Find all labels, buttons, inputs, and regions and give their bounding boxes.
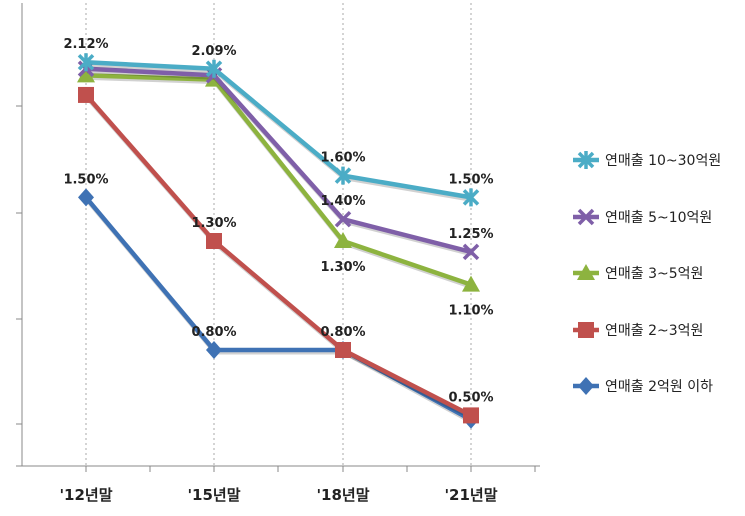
data-label: 0.80% (320, 325, 365, 340)
marker-stroke (462, 243, 480, 261)
data-point-star (462, 188, 480, 207)
legend-label: 연매출 10~30억원 (605, 153, 721, 169)
series-line-shadow (86, 74, 473, 289)
data-label: 0.50% (448, 390, 493, 405)
data-point-triangle (334, 232, 352, 248)
data-point-star (77, 53, 95, 72)
data-label: 1.40% (320, 194, 365, 209)
data-point-square (463, 407, 479, 424)
data-point-triangle (77, 66, 95, 83)
legend-label: 연매출 5~10억원 (605, 210, 712, 226)
data-point-x (462, 243, 480, 261)
data-point-star (205, 59, 223, 78)
data-point-x (334, 210, 352, 228)
data-point-diamond (578, 377, 594, 395)
data-point-diamond (78, 188, 94, 207)
legend-label: 연매출 3~5억원 (605, 266, 703, 282)
data-point-diamond (206, 341, 222, 359)
data-label: 2.12% (63, 37, 108, 52)
marker-stroke (577, 208, 595, 226)
data-point-square (78, 86, 94, 103)
data-point-star (577, 151, 595, 169)
data-label: 1.25% (448, 227, 493, 242)
series-line (85, 73, 472, 287)
data-label: 1.30% (191, 216, 236, 231)
data-label: 0.80% (191, 325, 236, 340)
data-label: 2.09% (191, 44, 236, 59)
data-point-triangle (577, 264, 595, 280)
data-label: 1.60% (320, 151, 365, 166)
legend-label: 연매출 2~3억원 (605, 323, 703, 339)
data-label: 1.50% (63, 172, 108, 187)
series-line (85, 59, 472, 200)
x-tick-label: '18년말 (316, 486, 369, 504)
data-point-square (578, 322, 594, 338)
data-label: 1.10% (448, 304, 493, 319)
data-point-star (334, 166, 352, 185)
legend-label: 연매출 2억원 이하 (605, 379, 713, 395)
data-label: 1.50% (448, 172, 493, 187)
series-line (85, 66, 472, 255)
series-line (84, 93, 473, 418)
series-line-shadow (86, 61, 473, 202)
x-tick-label: '21년말 (444, 486, 497, 504)
data-point-x (577, 208, 595, 226)
x-tick-label: '12년말 (59, 486, 112, 504)
data-point-square (335, 342, 351, 358)
data-label: 1.30% (320, 260, 365, 275)
data-point-square (206, 233, 222, 249)
data-point-triangle (462, 275, 480, 292)
marker-stroke (334, 210, 352, 228)
x-tick-label: '15년말 (187, 486, 240, 504)
